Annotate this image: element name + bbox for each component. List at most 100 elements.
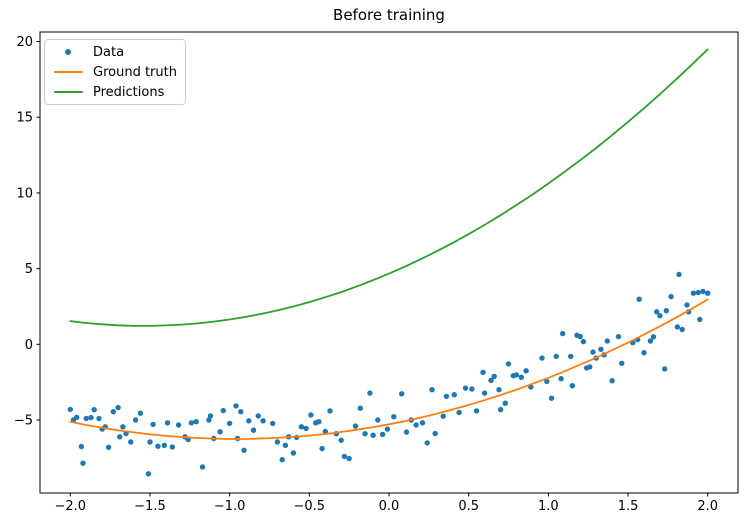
scatter-point xyxy=(67,406,74,413)
scatter-point xyxy=(523,368,529,374)
x-tick-label: −2.0 xyxy=(54,499,86,514)
scatter-point xyxy=(496,387,502,393)
scatter-point xyxy=(419,420,426,426)
scatter-point xyxy=(303,425,309,432)
scatter-point xyxy=(558,376,564,382)
scatter-point xyxy=(662,366,668,372)
x-tick-label: 0.0 xyxy=(379,499,400,514)
scatter-point xyxy=(241,447,247,453)
scatter-point xyxy=(497,406,504,413)
legend-dot-marker xyxy=(45,49,93,55)
scatter-point xyxy=(587,364,593,370)
scatter-point xyxy=(175,422,182,428)
scatter-point xyxy=(513,372,520,378)
scatter-point xyxy=(539,355,545,361)
ground-truth-line xyxy=(69,298,709,440)
scatter-point xyxy=(695,289,701,296)
scatter-point xyxy=(226,420,233,427)
scatter-point xyxy=(279,457,285,463)
scatter-point xyxy=(663,308,669,314)
scatter-point xyxy=(690,290,697,296)
scatter-point xyxy=(220,407,226,414)
scatter-point xyxy=(590,349,596,355)
scatter-point xyxy=(255,413,261,419)
scatter-point xyxy=(188,420,195,426)
scatter-point xyxy=(250,427,257,433)
scatter-point xyxy=(352,423,359,429)
scatter-point xyxy=(684,302,690,308)
scatter-point xyxy=(367,390,373,396)
x-tick-label: 2.0 xyxy=(697,499,718,514)
scatter-point xyxy=(480,369,486,375)
scatter-point xyxy=(481,390,488,396)
scatter-point xyxy=(505,361,512,367)
scatter-point xyxy=(270,420,276,427)
scatter-point xyxy=(105,444,112,450)
x-tick-label: 0.5 xyxy=(458,499,479,514)
scatter-point xyxy=(298,424,305,430)
predictions-line xyxy=(69,48,709,327)
scatter-point xyxy=(424,440,430,446)
x-tick-label: −1.5 xyxy=(134,499,166,514)
line-swatch-icon xyxy=(54,91,83,93)
scatter-point xyxy=(370,432,376,438)
scatter-point xyxy=(429,387,435,393)
scatter-point xyxy=(346,455,352,462)
scatter-point xyxy=(246,418,252,424)
scatter-point xyxy=(615,333,622,340)
scatter-point xyxy=(161,442,167,448)
scatter-point xyxy=(375,417,381,423)
scatter-point xyxy=(604,338,610,344)
scatter-point xyxy=(443,393,450,400)
scatter-point xyxy=(462,385,469,391)
y-tick-label: 20 xyxy=(16,35,33,50)
scatter-point xyxy=(274,439,281,445)
scatter-point xyxy=(668,293,674,300)
scatter-point xyxy=(650,334,657,340)
scatter-point xyxy=(233,403,239,409)
x-tick-label: −0.5 xyxy=(294,499,326,514)
scatter-point xyxy=(676,271,682,278)
legend-item-data: Data xyxy=(45,42,185,62)
scatter-point xyxy=(207,413,214,419)
scatter-point xyxy=(74,414,80,420)
scatter-point xyxy=(238,409,244,415)
legend-item-ground-truth: Ground truth xyxy=(45,62,185,82)
scatter-point xyxy=(80,460,86,466)
scatter-point xyxy=(128,439,134,445)
y-tick-label: 0 xyxy=(25,338,33,353)
scatter-point xyxy=(700,288,706,295)
scatter-point xyxy=(147,439,153,445)
scatter-point xyxy=(316,419,322,425)
x-tick-label: 1.5 xyxy=(618,499,639,514)
scatter-point xyxy=(473,408,480,414)
scatter-point xyxy=(440,413,446,419)
scatter-point xyxy=(502,400,508,406)
scatter-point xyxy=(518,374,524,380)
scatter-point xyxy=(319,445,325,452)
scatter-point xyxy=(120,424,126,430)
scatter-point xyxy=(548,395,555,401)
scatter-point xyxy=(544,378,550,385)
legend-line-marker xyxy=(45,91,93,93)
scatter-point xyxy=(641,350,647,356)
legend-label: Ground truth xyxy=(93,64,177,80)
y-tick-label: 10 xyxy=(16,186,33,201)
scatter-point xyxy=(697,316,703,323)
scatter-point xyxy=(432,430,438,437)
scatter-point xyxy=(145,471,152,477)
legend-item-predictions: Predictions xyxy=(45,82,185,102)
scatter-point xyxy=(199,464,206,470)
legend-label: Predictions xyxy=(93,84,165,100)
scatter-point xyxy=(362,431,368,437)
scatter-point xyxy=(491,373,497,379)
y-tick-label: −5 xyxy=(14,414,33,429)
scatter-point xyxy=(654,309,660,315)
scatter-point xyxy=(399,391,405,397)
x-tick-label: −1.0 xyxy=(214,499,246,514)
scatter-point xyxy=(488,377,494,384)
line-swatch-icon xyxy=(54,71,83,73)
scatter-point xyxy=(577,333,583,340)
scatter-point xyxy=(308,412,314,418)
